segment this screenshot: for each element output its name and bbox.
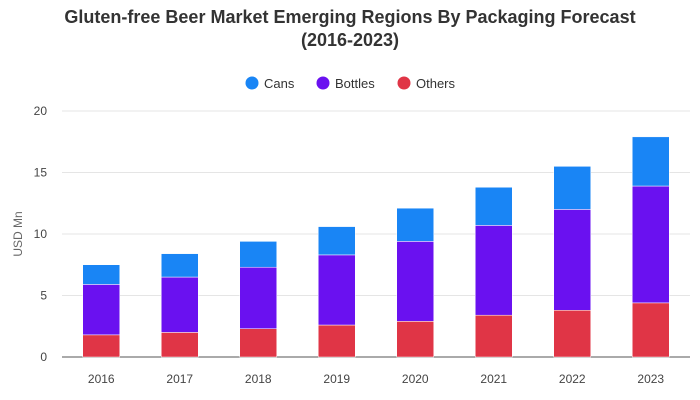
y-tick-label: 15 bbox=[34, 166, 48, 180]
chart-title-line2: (2016-2023) bbox=[300, 30, 400, 50]
bar-others-2016[interactable] bbox=[82, 334, 120, 358]
bar-others-2020[interactable] bbox=[396, 321, 434, 358]
x-tick-label: 2016 bbox=[88, 372, 115, 386]
bar-bottles-2022[interactable] bbox=[553, 209, 591, 311]
bar-bottles-2018[interactable] bbox=[239, 266, 277, 329]
bar-others-2023[interactable] bbox=[632, 302, 670, 358]
bar-cans-2020[interactable] bbox=[396, 207, 434, 242]
x-tick-label: 2021 bbox=[480, 372, 507, 386]
bar-cans-2019[interactable] bbox=[318, 226, 356, 256]
bar-cans-2018[interactable] bbox=[239, 241, 277, 268]
legend-item-others[interactable]: Others bbox=[397, 76, 456, 91]
x-tick-label: 2023 bbox=[637, 372, 664, 386]
bar-cans-2022[interactable] bbox=[553, 166, 591, 210]
y-axis-label: USD Mn bbox=[11, 211, 25, 256]
bar-bottles-2016[interactable] bbox=[82, 284, 120, 336]
legend-label: Others bbox=[416, 76, 456, 91]
bar-others-2022[interactable] bbox=[553, 310, 591, 358]
bar-cans-2017[interactable] bbox=[161, 253, 199, 278]
bar-layer bbox=[82, 136, 670, 358]
bar-bottles-2021[interactable] bbox=[475, 225, 513, 316]
legend-item-bottles[interactable]: Bottles bbox=[316, 76, 376, 91]
chart-title-line1: Gluten-free Beer Market Emerging Regions… bbox=[64, 7, 636, 27]
chart-title: Gluten-free Beer Market Emerging Regions… bbox=[0, 6, 700, 52]
bar-bottles-2020[interactable] bbox=[396, 241, 434, 322]
bar-bottles-2019[interactable] bbox=[318, 254, 356, 326]
bar-cans-2016[interactable] bbox=[82, 264, 120, 285]
bar-bottles-2023[interactable] bbox=[632, 185, 670, 304]
x-tick-label: 2022 bbox=[559, 372, 586, 386]
y-tick-label: 20 bbox=[34, 104, 48, 118]
bar-cans-2023[interactable] bbox=[632, 136, 670, 187]
bar-others-2019[interactable] bbox=[318, 324, 356, 358]
y-tick-label: 10 bbox=[34, 227, 48, 241]
legend-swatch bbox=[397, 76, 411, 90]
legend-swatch bbox=[245, 76, 259, 90]
bar-others-2017[interactable] bbox=[161, 332, 199, 358]
y-tick-label: 0 bbox=[40, 350, 47, 364]
x-tick-label: 2017 bbox=[166, 372, 193, 386]
legend: Cans Bottles Others bbox=[245, 76, 456, 91]
grid-layer bbox=[62, 110, 690, 358]
legend-label: Cans bbox=[264, 76, 295, 91]
bar-cans-2021[interactable] bbox=[475, 187, 513, 226]
legend-item-cans[interactable]: Cans bbox=[245, 76, 295, 91]
bar-others-2018[interactable] bbox=[239, 328, 277, 358]
x-tick-label: 2018 bbox=[245, 372, 272, 386]
x-tick-label: 2020 bbox=[402, 372, 429, 386]
legend-label: Bottles bbox=[335, 76, 375, 91]
x-tick-label: 2019 bbox=[323, 372, 350, 386]
bar-bottles-2017[interactable] bbox=[161, 276, 199, 333]
bar-others-2021[interactable] bbox=[475, 314, 513, 358]
axis-layer: 0 5 10 15 20 2016 2017 2018 2019 2020 2021 2022 2023 bbox=[34, 104, 665, 386]
y-tick-label: 5 bbox=[40, 289, 47, 303]
legend-swatch bbox=[316, 76, 330, 90]
